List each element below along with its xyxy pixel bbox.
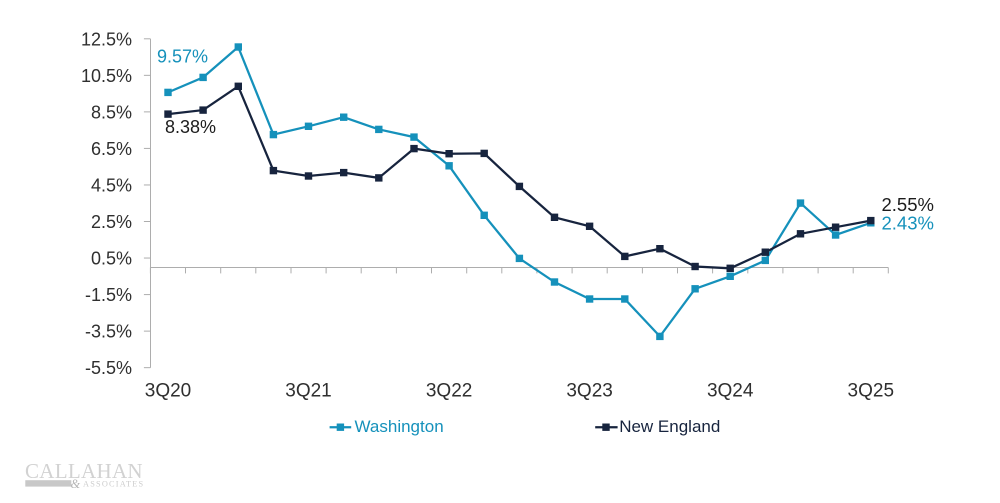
svg-text:8.38%: 8.38% bbox=[165, 117, 216, 137]
svg-text:3Q22: 3Q22 bbox=[426, 380, 472, 401]
svg-text:2.43%: 2.43% bbox=[882, 213, 934, 234]
svg-text:12.5%: 12.5% bbox=[81, 29, 132, 49]
svg-text:-1.5%: -1.5% bbox=[85, 285, 132, 305]
svg-text:Washington: Washington bbox=[355, 417, 444, 436]
svg-text:9.57%: 9.57% bbox=[157, 46, 208, 66]
svg-text:3Q21: 3Q21 bbox=[285, 380, 331, 401]
svg-text:ASSOCIATES: ASSOCIATES bbox=[83, 480, 144, 489]
svg-text:CALLAHAN: CALLAHAN bbox=[25, 459, 143, 483]
svg-text:2.5%: 2.5% bbox=[91, 212, 132, 232]
svg-text:10.5%: 10.5% bbox=[81, 66, 132, 86]
svg-text:New England: New England bbox=[619, 417, 720, 436]
svg-text:0.5%: 0.5% bbox=[91, 249, 132, 269]
svg-text:&: & bbox=[71, 477, 81, 491]
svg-text:3Q25: 3Q25 bbox=[848, 380, 894, 401]
svg-text:3Q23: 3Q23 bbox=[566, 380, 612, 401]
svg-text:3Q20: 3Q20 bbox=[145, 380, 191, 401]
svg-text:4.5%: 4.5% bbox=[91, 176, 132, 196]
svg-text:6.5%: 6.5% bbox=[91, 139, 132, 159]
svg-text:-5.5%: -5.5% bbox=[85, 358, 132, 378]
svg-text:-3.5%: -3.5% bbox=[85, 322, 132, 342]
svg-text:3Q24: 3Q24 bbox=[707, 380, 754, 401]
svg-text:8.5%: 8.5% bbox=[91, 102, 132, 122]
svg-text:2.55%: 2.55% bbox=[882, 194, 934, 215]
